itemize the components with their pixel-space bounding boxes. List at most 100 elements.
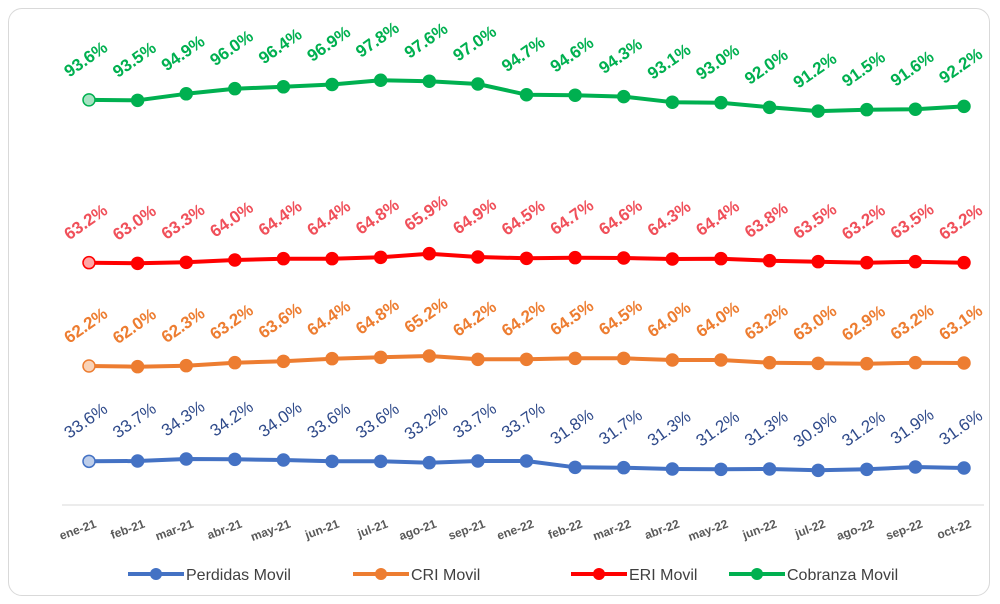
- x-tick-label: mar-22: [591, 517, 633, 544]
- data-label: 64.5%: [498, 196, 548, 239]
- legend-item[interactable]: CRI Movil: [353, 567, 480, 584]
- data-point: [762, 253, 777, 268]
- data-label: 64.8%: [352, 195, 402, 238]
- data-point: [714, 251, 728, 266]
- x-tick-label: may-22: [686, 517, 730, 544]
- data-point: [957, 99, 971, 114]
- data-point: [471, 250, 485, 264]
- data-label: 97.6%: [401, 19, 451, 62]
- data-label: 94.6%: [547, 33, 597, 76]
- data-point: [228, 81, 242, 96]
- data-point: [568, 351, 582, 366]
- data-point: [325, 77, 339, 92]
- data-label: 63.0%: [790, 301, 840, 344]
- data-label: 34.2%: [206, 397, 256, 440]
- data-label: 65.2%: [401, 294, 451, 337]
- data-label: 31.2%: [838, 407, 888, 450]
- data-point: [665, 353, 680, 367]
- data-point: [519, 87, 534, 102]
- x-tick-label: abr-21: [205, 517, 244, 543]
- data-label: 33.6%: [304, 399, 354, 442]
- data-point: [373, 454, 388, 469]
- data-point: [179, 87, 193, 101]
- data-point: [179, 255, 193, 270]
- data-label: 97.0%: [450, 22, 500, 65]
- data-label: 91.5%: [838, 48, 888, 91]
- data-label: 64.5%: [547, 296, 597, 339]
- data-label: 33.6%: [61, 399, 111, 442]
- data-label: 63.0%: [109, 201, 159, 244]
- data-label: 64.0%: [206, 198, 256, 241]
- data-point: [519, 352, 534, 367]
- data-point: [130, 359, 145, 374]
- data-point: [714, 462, 728, 477]
- data-point: [616, 351, 631, 366]
- data-label: 63.2%: [887, 301, 937, 344]
- legend-label: CRI Movil: [411, 567, 480, 584]
- legend-marker: [751, 568, 763, 580]
- legend-label: Cobranza Movil: [787, 567, 898, 584]
- data-label: 93.1%: [644, 40, 694, 83]
- data-point: [860, 356, 874, 371]
- data-label: 63.2%: [61, 201, 111, 244]
- data-label: 64.6%: [595, 196, 645, 239]
- data-label: 96.0%: [206, 27, 256, 70]
- data-point: [665, 252, 680, 266]
- data-point: [519, 251, 534, 266]
- data-label: 33.2%: [401, 401, 451, 444]
- data-point: [908, 102, 923, 116]
- legend-item[interactable]: ERI Movil: [571, 567, 697, 584]
- data-label: 31.6%: [936, 406, 986, 449]
- data-point: [811, 254, 825, 269]
- legend-item[interactable]: Cobranza Movil: [729, 567, 898, 584]
- data-label: 96.4%: [255, 25, 305, 68]
- data-label: 33.7%: [450, 399, 500, 442]
- data-label: 33.7%: [498, 399, 548, 442]
- data-point: [276, 251, 291, 266]
- data-label: 63.1%: [936, 301, 986, 344]
- x-tick-label: ago-21: [397, 517, 438, 543]
- data-label: 64.2%: [498, 297, 548, 340]
- data-label: 64.0%: [644, 298, 694, 341]
- data-point: [228, 452, 242, 467]
- data-label: 63.5%: [887, 200, 937, 243]
- data-label: 63.2%: [206, 301, 256, 344]
- series-cri-movil: 62.2%62.0%62.3%63.2%63.6%64.4%64.8%65.2%…: [61, 294, 986, 374]
- legend-item[interactable]: Perdidas Movil: [128, 567, 291, 584]
- x-tick-label: mar-21: [153, 517, 195, 544]
- data-point: [471, 454, 485, 468]
- x-tick-label: jul-21: [355, 517, 390, 541]
- data-point: [228, 253, 242, 267]
- data-label: 91.2%: [790, 49, 840, 92]
- data-label: 31.9%: [887, 405, 937, 448]
- data-label: 64.4%: [255, 197, 305, 240]
- data-point: [82, 454, 96, 469]
- x-tick-label: ago-22: [835, 517, 876, 543]
- x-tick-label: jul-22: [792, 517, 827, 541]
- x-tick-label: sep-22: [884, 517, 925, 543]
- data-point: [373, 73, 388, 88]
- data-point: [82, 255, 96, 270]
- legend-marker: [593, 568, 605, 580]
- legend-marker: [150, 568, 162, 580]
- data-point: [179, 452, 193, 466]
- x-tick-label: sep-21: [446, 517, 487, 543]
- data-point: [325, 351, 339, 366]
- data-point: [130, 93, 145, 108]
- data-label: 64.0%: [693, 298, 743, 341]
- data-label: 31.3%: [644, 407, 694, 450]
- data-point: [130, 454, 145, 468]
- data-label: 62.3%: [158, 304, 208, 347]
- data-label: 97.8%: [352, 18, 402, 61]
- data-label: 92.0%: [741, 45, 791, 88]
- legend: Perdidas Movil CRI Movil ERI Movil Cobranza…: [128, 567, 898, 584]
- data-point: [908, 254, 923, 269]
- data-point: [373, 350, 388, 365]
- data-point: [908, 355, 923, 370]
- legend-label: ERI Movil: [629, 567, 697, 584]
- data-label: 30.9%: [790, 408, 840, 451]
- x-tick-label: abr-22: [643, 517, 682, 543]
- x-tick-label: ene-22: [495, 517, 536, 543]
- data-point: [762, 462, 777, 476]
- data-label: 31.8%: [547, 405, 597, 448]
